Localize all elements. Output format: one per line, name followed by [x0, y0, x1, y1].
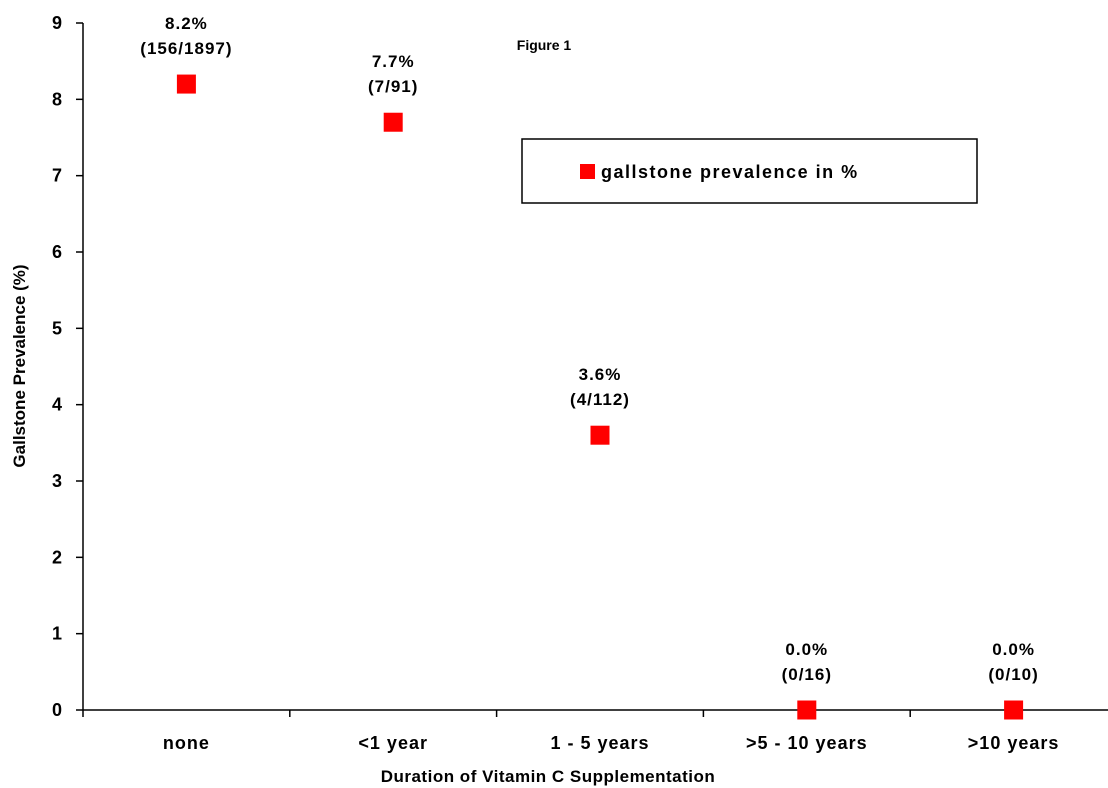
- data-point: [590, 425, 610, 445]
- x-tick-label: >10 years: [968, 733, 1060, 753]
- x-axis-title: Duration of Vitamin C Supplementation: [381, 767, 716, 786]
- x-tick-label: none: [163, 733, 210, 753]
- y-tick-label: 8: [52, 89, 62, 109]
- y-axis-title: Gallstone Prevalence (%): [10, 264, 29, 467]
- data-point: [176, 74, 196, 94]
- y-tick-label: 4: [52, 395, 62, 415]
- y-tick-label: 6: [52, 242, 62, 262]
- y-tick-label: 1: [52, 624, 62, 644]
- y-tick-label: 5: [52, 318, 62, 338]
- data-labels: 8.2% (156/1897) 7.7% (7/91) 3.6% (4/112) 0.0% (…: [140, 14, 1038, 684]
- data-points: [176, 74, 1024, 720]
- x-axis-ticks: none <1 year 1 - 5 years >5 - 10 years >10 y…: [82, 710, 1060, 753]
- data-label-count: (0/16): [782, 665, 832, 684]
- y-tick-label: 0: [52, 700, 62, 720]
- data-label-percent: 8.2%: [165, 14, 208, 33]
- x-tick-label: 1 - 5 years: [550, 733, 649, 753]
- data-label-count: (4/112): [570, 390, 630, 409]
- y-tick-label: 3: [52, 471, 62, 491]
- x-tick-label: >5 - 10 years: [746, 733, 868, 753]
- data-label-percent: 7.7%: [372, 52, 415, 71]
- y-tick-label: 9: [52, 13, 62, 33]
- data-point: [383, 112, 403, 132]
- data-label-count: (156/1897): [140, 39, 232, 58]
- data-label-percent: 3.6%: [579, 365, 622, 384]
- legend-marker: [580, 164, 595, 179]
- x-tick-label: <1 year: [358, 733, 428, 753]
- data-label-percent: 0.0%: [785, 640, 828, 659]
- legend-label: gallstone prevalence in %: [601, 162, 859, 182]
- data-point: [797, 700, 817, 720]
- legend: gallstone prevalence in %: [521, 138, 978, 204]
- data-label-count: (7/91): [368, 77, 418, 96]
- axes: [82, 23, 1108, 711]
- data-point: [1004, 700, 1024, 720]
- y-axis-ticks: 0 1 2 3 4 5 6 7 8 9: [52, 13, 83, 720]
- y-tick-label: 2: [52, 547, 62, 567]
- legend-box: [521, 138, 978, 204]
- data-label-percent: 0.0%: [992, 640, 1035, 659]
- figure-title: Figure 1: [517, 37, 572, 53]
- data-label-count: (0/10): [988, 665, 1038, 684]
- y-tick-label: 7: [52, 166, 62, 186]
